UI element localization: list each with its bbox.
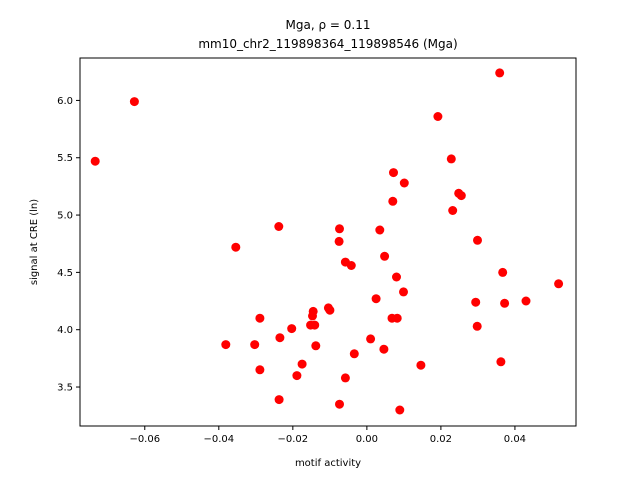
data-point-45	[456, 191, 466, 201]
y-tick-label-0: 3.5	[57, 383, 73, 394]
data-point-29	[375, 225, 385, 235]
data-point-40	[416, 360, 426, 370]
y-tick-label-4: 5.5	[57, 153, 73, 164]
y-tick-label-3: 5.0	[57, 211, 73, 222]
data-point-34	[389, 168, 398, 178]
data-point-7	[274, 222, 284, 231]
data-point-4	[250, 340, 260, 350]
points-layer	[90, 68, 564, 415]
data-point-28	[371, 294, 381, 304]
data-point-33	[388, 196, 398, 206]
data-point-10	[287, 324, 297, 334]
plot-area-frame	[79, 57, 577, 427]
y-axis: 3.5 4.0 4.5 5.0 5.5 6.0	[57, 96, 80, 394]
data-point-51	[498, 267, 508, 277]
data-point-0	[90, 156, 100, 166]
data-point-17	[311, 341, 321, 351]
x-tick-label-3: 0.00	[356, 434, 378, 445]
data-point-46	[471, 297, 481, 307]
data-point-27	[366, 334, 376, 344]
data-point-43	[448, 206, 458, 215]
y-tick-label-1: 4.0	[57, 325, 73, 336]
data-point-5	[255, 313, 265, 323]
x-tick-label-2: −0.02	[278, 434, 309, 445]
data-point-12	[297, 359, 307, 369]
data-point-52	[500, 298, 510, 308]
data-point-31	[380, 251, 390, 261]
data-point-39	[399, 178, 409, 188]
chart-title-line-1: Mga, ρ = 0.11	[286, 18, 371, 32]
data-point-2	[221, 340, 231, 350]
x-axis: −0.06 −0.04 −0.02 0.00 0.02 0.04	[129, 426, 526, 445]
data-point-50	[496, 357, 506, 367]
data-point-3	[231, 242, 241, 252]
data-point-49	[495, 68, 505, 78]
x-tick-label-5: 0.04	[504, 434, 526, 445]
data-point-36	[392, 313, 402, 323]
chart-title-line-2: mm10_chr2_119898364_119898546 (Mga)	[198, 37, 457, 51]
data-point-6	[255, 365, 265, 375]
data-point-9	[274, 395, 284, 405]
data-point-21	[335, 224, 344, 234]
data-point-15	[308, 306, 318, 316]
data-point-54	[554, 279, 564, 289]
data-point-53	[521, 296, 531, 306]
x-axis-label: motif activity	[295, 458, 361, 469]
x-tick-label-1: −0.04	[203, 434, 234, 445]
data-point-11	[292, 371, 302, 381]
data-point-16	[310, 320, 320, 330]
data-point-20	[334, 236, 344, 246]
data-point-30	[379, 344, 389, 354]
data-point-25	[346, 261, 356, 270]
data-point-22	[335, 399, 344, 409]
data-point-41	[433, 112, 443, 121]
data-point-35	[392, 272, 401, 282]
y-tick-label-5: 6.0	[57, 96, 73, 107]
data-point-48	[473, 235, 482, 245]
data-point-8	[275, 333, 285, 343]
y-axis-label: signal at CRE (ln)	[29, 199, 40, 285]
x-tick-label-4: 0.02	[430, 434, 452, 445]
y-tick-label-2: 4.5	[57, 268, 73, 279]
data-point-26	[349, 349, 359, 359]
data-point-1	[129, 97, 139, 107]
data-point-47	[472, 321, 482, 331]
x-tick-label-0: −0.06	[129, 434, 160, 445]
data-point-42	[446, 154, 456, 164]
data-point-19	[325, 305, 335, 315]
data-point-37	[395, 405, 405, 415]
data-point-24	[340, 373, 350, 383]
data-point-38	[399, 287, 408, 297]
